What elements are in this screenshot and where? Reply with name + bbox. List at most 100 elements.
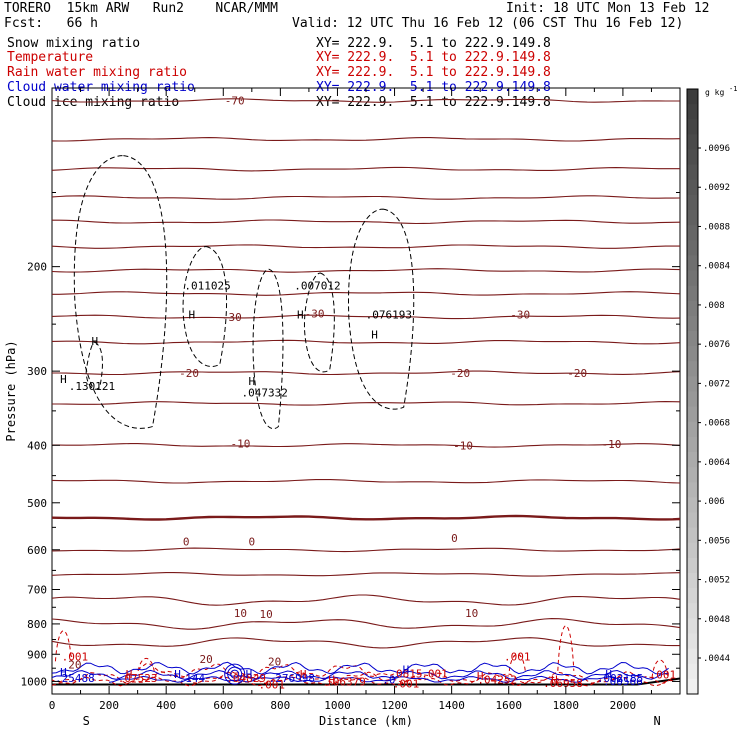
colorbar-step <box>687 255 698 271</box>
y-tick-label: 900 <box>27 648 47 661</box>
x-tick-label: 200 <box>99 699 119 712</box>
colorbar-step <box>687 467 698 483</box>
colorbar-step <box>687 391 698 408</box>
field-rain-xy: XY= 222.9. 5.1 to 222.9.149.8 <box>316 65 551 80</box>
maximum-marker: H <box>60 373 67 386</box>
field-rain-label: Rain water mixing ratio <box>7 65 188 80</box>
temperature-contour <box>51 572 681 577</box>
colorbar-step <box>687 361 698 377</box>
maximum-marker: H <box>477 670 484 683</box>
x-tick-label: 1200 <box>381 699 408 712</box>
temperature-contour <box>51 268 681 273</box>
colorbar-step <box>687 588 698 604</box>
y-tick-label: 300 <box>27 365 47 378</box>
temperature-contour <box>51 514 681 521</box>
cloud-water-contour <box>227 666 243 682</box>
y-tick-label: 400 <box>27 439 47 452</box>
maximum-marker: H <box>92 335 99 348</box>
temperature-contour <box>52 401 681 406</box>
colorbar-tick-label: .0044 <box>703 654 730 664</box>
snow-contours <box>73 155 415 430</box>
colorbar-tick-label: .0056 <box>703 536 730 546</box>
temperature-label: -10 <box>230 437 250 450</box>
colorbar-step <box>687 678 698 695</box>
snow-contour <box>348 208 415 410</box>
y-tick-label: 800 <box>27 618 47 631</box>
maximum-marker: H <box>126 668 133 681</box>
maximum-marker: H <box>300 668 307 681</box>
rain-contour <box>137 657 155 671</box>
temperature-contour <box>51 314 681 320</box>
colorbar-step <box>687 663 698 680</box>
colorbar-tick-label: .0088 <box>703 222 730 232</box>
x-tick-label: 2000 <box>610 699 637 712</box>
temperature-label: -10 <box>602 438 622 451</box>
x-tick-label: 1400 <box>438 699 465 712</box>
temperature-label: -30 <box>222 311 242 324</box>
rain-label: .001 <box>504 650 531 663</box>
header-valid: Valid: 12 UTC Thu 16 Feb 12 (06 CST Thu … <box>292 16 684 31</box>
colorbar-tick-label: .008 <box>703 301 725 311</box>
snow-contour <box>85 341 103 390</box>
snow-max-label: .076193 <box>366 309 412 322</box>
colorbar-step <box>687 315 698 332</box>
temperature-contour <box>51 166 680 172</box>
temperature-label: 10 <box>465 607 478 620</box>
field-snow-label: Snow mixing ratio <box>7 36 141 51</box>
ground-line <box>52 677 681 686</box>
snow-max-label: .047332 <box>241 387 287 400</box>
header-init: Init: 18 UTC Mon 13 Feb 12 <box>506 1 710 16</box>
colorbar-tick-label: .0072 <box>703 379 730 389</box>
colorbar-unit: g kg <box>705 88 724 97</box>
colorbar-tick-label: .0084 <box>703 262 730 272</box>
x-endpoint-right: N <box>654 714 661 728</box>
temperature-contour <box>51 244 680 249</box>
colorbar-step <box>687 421 698 438</box>
temperature-contour <box>52 370 681 376</box>
cloud-water-label: .00566 <box>603 675 643 688</box>
colorbar-unit-exponent: -1 <box>729 85 737 93</box>
y-tick-label: 200 <box>27 261 47 274</box>
rain-contour <box>51 671 674 685</box>
colorbar-step <box>687 300 698 317</box>
x-tick-label: 1800 <box>553 699 580 712</box>
cloud-water-contour <box>224 663 246 685</box>
maximum-marker: H <box>328 674 335 687</box>
header-fcst: Fcst: 66 h <box>4 16 98 31</box>
colorbar-step <box>687 134 698 150</box>
temperature-label: 0 <box>451 532 458 545</box>
temperature-contour <box>52 443 681 448</box>
colorbar-step <box>687 285 698 302</box>
colorbar-step <box>687 89 698 105</box>
colorbar-tick-label: .0096 <box>703 144 730 154</box>
rain-label: .04252 <box>477 674 517 687</box>
colorbar-tick-label: .0076 <box>703 340 730 350</box>
colorbar-step <box>687 240 698 256</box>
maximum-marker: H <box>249 375 256 388</box>
temperature-contour <box>51 594 681 606</box>
x-endpoint-left: S <box>83 714 90 728</box>
y-tick-label: 600 <box>27 544 47 557</box>
temperature-contour <box>52 291 681 296</box>
header-model: TORERO 15km ARW Run2 NCAR/MMM <box>4 1 278 16</box>
colorbar-step <box>687 270 698 287</box>
temperature-contour <box>51 195 681 200</box>
plot-border <box>51 87 681 695</box>
x-axis-label: Distance (km) <box>319 714 413 728</box>
colorbar-step <box>687 346 698 362</box>
rain-label: .06958 <box>543 677 583 690</box>
snow-contour <box>182 246 227 367</box>
temperature-label: -30 <box>510 309 530 322</box>
plot-frame <box>51 87 681 695</box>
rain-label: .06379 <box>326 676 366 689</box>
rain-label: .001 <box>393 678 420 691</box>
colorbar-step <box>687 452 698 468</box>
colorbar-step <box>687 527 698 544</box>
x-tick-label: 0 <box>49 699 56 712</box>
rain-label: .001 <box>259 679 286 692</box>
colorbar-step <box>687 104 698 120</box>
colorbar-step <box>687 225 698 241</box>
colorbar-tick-label: .0048 <box>703 615 730 625</box>
colorbar-step <box>687 406 698 423</box>
